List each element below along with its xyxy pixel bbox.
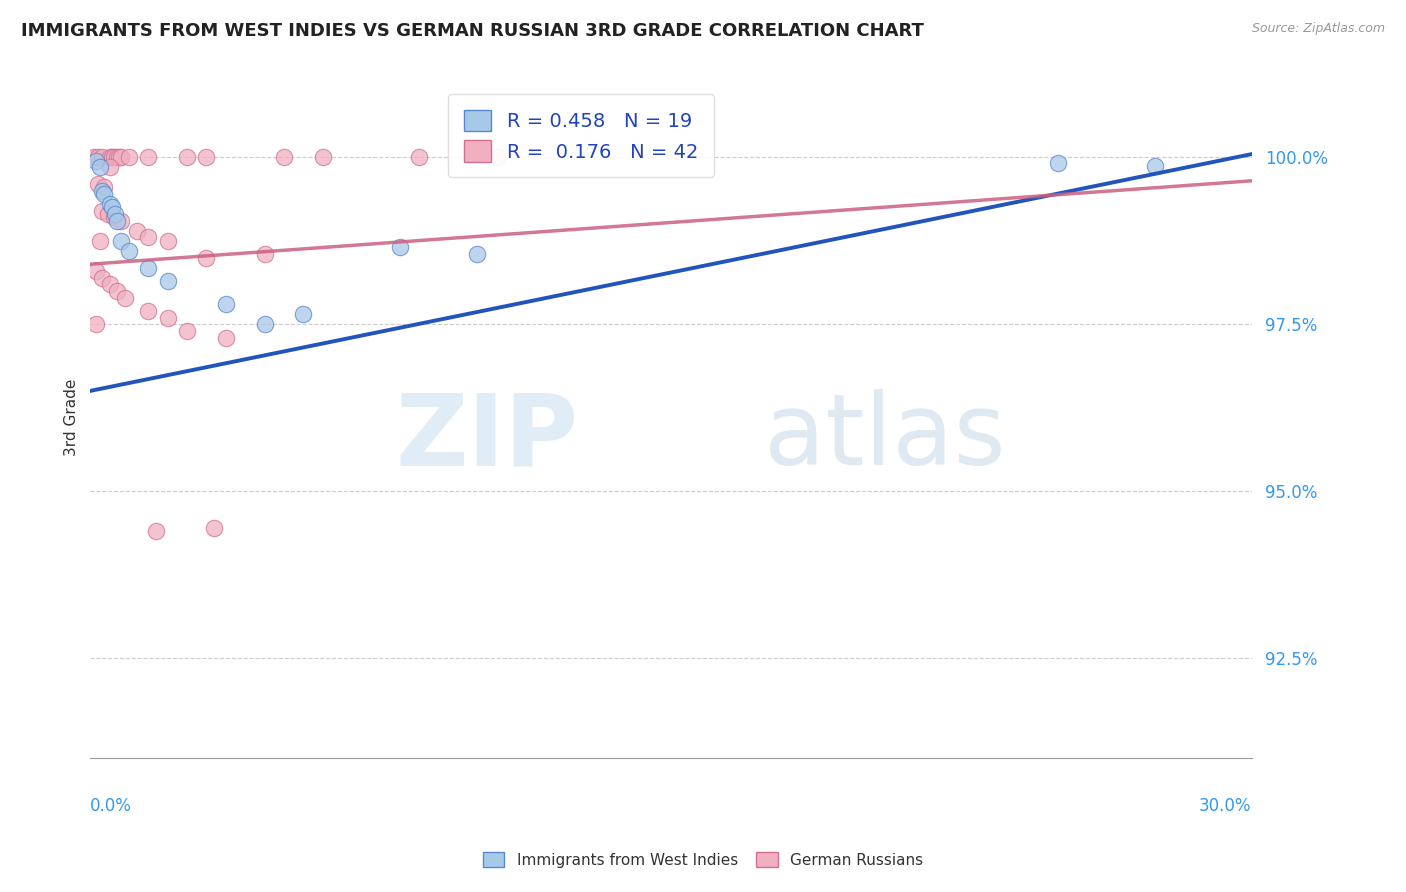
- Point: [110, 151, 132, 165]
- Text: atlas: atlas: [763, 390, 1005, 486]
- Point: [93, 187, 115, 202]
- Point: [84, 264, 107, 278]
- Point: [138, 260, 160, 275]
- Point: [125, 224, 148, 238]
- Text: 0.0%: 0.0%: [90, 797, 132, 814]
- Point: [176, 324, 198, 338]
- Point: [388, 240, 411, 254]
- Point: [100, 151, 122, 165]
- Point: [103, 151, 125, 165]
- Point: [107, 214, 129, 228]
- Point: [253, 247, 276, 261]
- Point: [114, 291, 136, 305]
- Point: [195, 151, 218, 165]
- Point: [84, 317, 107, 331]
- Text: Source: ZipAtlas.com: Source: ZipAtlas.com: [1251, 22, 1385, 36]
- Point: [273, 151, 295, 165]
- Point: [89, 234, 111, 248]
- Point: [110, 234, 132, 248]
- Point: [202, 520, 225, 534]
- Point: [292, 307, 315, 321]
- Point: [138, 151, 160, 165]
- Point: [215, 297, 238, 311]
- Point: [87, 177, 110, 191]
- Point: [253, 317, 276, 331]
- Point: [90, 270, 112, 285]
- Point: [215, 330, 238, 344]
- Point: [195, 251, 218, 265]
- Point: [90, 151, 112, 165]
- Text: IMMIGRANTS FROM WEST INDIES VS GERMAN RUSSIAN 3RD GRADE CORRELATION CHART: IMMIGRANTS FROM WEST INDIES VS GERMAN RU…: [21, 22, 924, 40]
- Point: [311, 151, 333, 165]
- Legend: Immigrants from West Indies, German Russians: Immigrants from West Indies, German Russ…: [475, 844, 931, 875]
- Point: [107, 284, 129, 298]
- Point: [98, 151, 121, 165]
- Point: [100, 201, 122, 215]
- Point: [156, 310, 179, 325]
- Y-axis label: 3rd Grade: 3rd Grade: [65, 379, 79, 456]
- Point: [87, 151, 110, 165]
- Point: [138, 303, 160, 318]
- Point: [138, 230, 160, 244]
- Point: [118, 151, 141, 165]
- Point: [98, 197, 121, 211]
- Point: [1143, 159, 1166, 173]
- Point: [485, 151, 508, 165]
- Point: [104, 207, 127, 221]
- Point: [145, 524, 167, 538]
- Point: [98, 277, 121, 292]
- Point: [110, 214, 132, 228]
- Point: [107, 151, 129, 165]
- Point: [90, 203, 112, 218]
- Text: ZIP: ZIP: [395, 390, 578, 486]
- Point: [156, 274, 179, 288]
- Text: 30.0%: 30.0%: [1199, 797, 1251, 814]
- Legend: R = 0.458   N = 19, R =  0.176   N = 42: R = 0.458 N = 19, R = 0.176 N = 42: [449, 94, 714, 178]
- Point: [83, 151, 105, 165]
- Point: [408, 151, 430, 165]
- Point: [93, 180, 115, 194]
- Point: [467, 247, 489, 261]
- Point: [156, 234, 179, 248]
- Point: [176, 151, 198, 165]
- Point: [98, 161, 121, 175]
- Point: [108, 151, 131, 165]
- Point: [118, 244, 141, 258]
- Point: [84, 153, 107, 168]
- Point: [90, 184, 112, 198]
- Point: [1046, 156, 1069, 170]
- Point: [103, 211, 125, 225]
- Point: [89, 161, 111, 175]
- Point: [97, 207, 120, 221]
